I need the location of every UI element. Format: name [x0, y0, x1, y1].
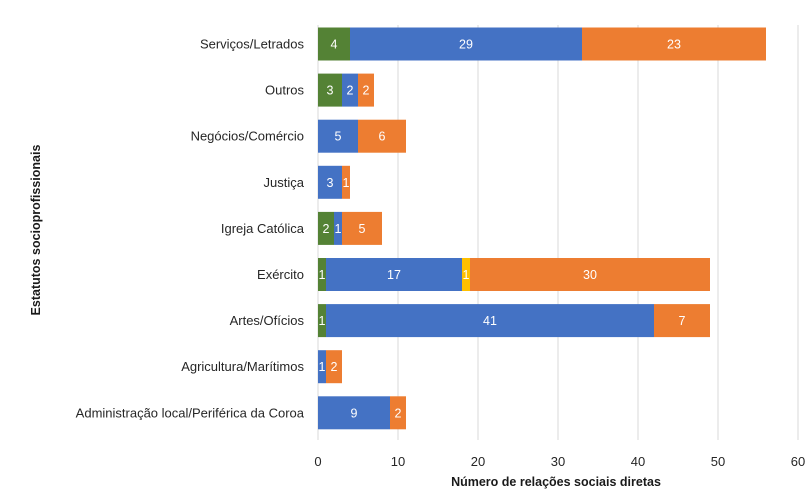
category-label: Agricultura/Marítimos: [181, 359, 304, 374]
x-axis-title: Número de relações sociais diretas: [451, 475, 661, 489]
bar-segment: [326, 258, 462, 291]
bar-segment: [318, 211, 334, 245]
category-labels: Serviços/Letrados Outros Negócios/Comércio…: [76, 37, 305, 421]
category-label: Serviços/Letrados: [200, 37, 305, 52]
data-label: 2: [347, 84, 354, 98]
data-label: 9: [351, 406, 358, 420]
x-tick-label: 50: [711, 454, 725, 469]
data-label: 3: [327, 176, 334, 190]
category-label: Administração local/Periférica da Coroa: [76, 405, 305, 420]
category-label: Igreja Católica: [221, 221, 305, 236]
bar-segment: [326, 304, 654, 338]
data-label: 29: [459, 38, 473, 52]
data-label: 2: [395, 406, 402, 420]
data-label: 6: [379, 130, 386, 144]
x-tick-labels: 0 10 20 30 40 50 60: [314, 454, 805, 469]
data-label: 1: [335, 222, 342, 236]
x-tick-label: 0: [314, 454, 321, 469]
data-label: 5: [359, 222, 366, 236]
category-label: Exército: [257, 267, 304, 282]
x-tick-label: 30: [551, 454, 565, 469]
bar-segment: [462, 258, 470, 291]
bar-segment: [326, 350, 342, 384]
x-tick-label: 10: [391, 454, 405, 469]
category-label: Justiça: [264, 175, 305, 190]
bar-segment: [342, 211, 382, 245]
bar-segment: [342, 73, 358, 107]
bar-segment: [318, 119, 358, 153]
bar-segment: [318, 350, 326, 384]
data-label: 3: [327, 84, 334, 98]
bar-segment: [334, 211, 342, 245]
data-label: 4: [331, 38, 338, 52]
category-label: Negócios/Comércio: [191, 129, 304, 144]
category-label: Artes/Ofícios: [230, 313, 305, 328]
bar-segment: [318, 304, 326, 338]
bar-segment: [582, 27, 766, 61]
data-label: 1: [319, 314, 326, 328]
category-label: Outros: [265, 83, 305, 98]
bar-segment: [470, 258, 710, 291]
bar-segment: [358, 119, 406, 153]
gridlines: [317, 25, 799, 440]
bar-segment: [318, 27, 350, 61]
bar-segment: [318, 165, 342, 199]
data-label: 2: [363, 84, 370, 98]
data-label: 2: [323, 222, 330, 236]
data-label: 30: [583, 268, 597, 282]
data-label: 1: [319, 268, 326, 282]
data-label: 17: [387, 268, 401, 282]
bar-segment: [350, 27, 582, 61]
data-label: 1: [463, 268, 470, 282]
data-label: 23: [667, 38, 681, 52]
bar-segment: [342, 165, 350, 199]
bar-segment: [654, 304, 710, 338]
data-label: 5: [335, 130, 342, 144]
bar-segment: [358, 73, 374, 107]
y-axis-title: Estatutos socioprofissionais: [29, 145, 43, 316]
data-label: 1: [343, 176, 350, 190]
bar-segment: [318, 258, 326, 291]
data-label: 41: [483, 314, 497, 328]
bars: [318, 27, 766, 430]
x-tick-label: 20: [471, 454, 485, 469]
data-labels: 4 29 233 2 25 63 12 1 51 17 1 301 41 71 29 2: [319, 38, 686, 421]
data-label: 2: [331, 360, 338, 374]
data-label: 7: [679, 314, 686, 328]
bar-segment: [390, 396, 406, 430]
x-tick-label: 40: [631, 454, 645, 469]
data-label: 1: [319, 360, 326, 374]
bar-segment: [318, 73, 342, 107]
bar-segment: [318, 396, 390, 430]
x-tick-label: 60: [791, 454, 805, 469]
